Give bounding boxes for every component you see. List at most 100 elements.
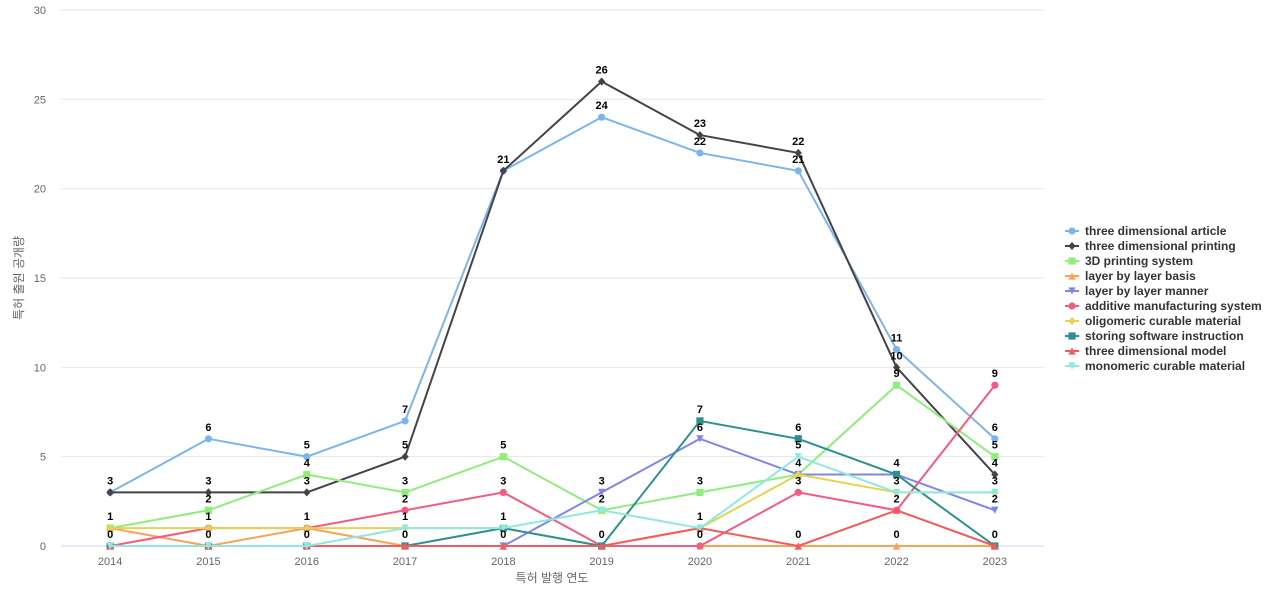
legend-item[interactable]: oligomeric curable material (1065, 314, 1241, 328)
legend-item[interactable]: layer by layer basis (1065, 269, 1196, 283)
data-point[interactable] (598, 488, 606, 496)
data-point[interactable] (794, 148, 802, 158)
data-point[interactable] (696, 524, 704, 532)
data-point[interactable] (303, 524, 311, 533)
data-point[interactable] (106, 488, 114, 497)
data-label: 26 (596, 64, 608, 76)
data-point[interactable] (598, 506, 606, 514)
data-point[interactable] (401, 524, 409, 532)
legend-item[interactable]: three dimensional article (1065, 224, 1227, 238)
data-point[interactable] (794, 470, 802, 479)
data-point[interactable] (499, 453, 507, 461)
data-point[interactable] (892, 470, 901, 479)
data-point[interactable] (794, 488, 802, 496)
data-point[interactable] (696, 417, 704, 425)
data-point[interactable] (598, 77, 606, 86)
data-point[interactable] (892, 363, 901, 372)
data-label: 5 (500, 440, 506, 452)
x-tick-label: 2020 (688, 556, 712, 568)
series-line[interactable] (109, 384, 996, 530)
data-point[interactable] (991, 506, 999, 514)
series-line[interactable] (109, 116, 996, 494)
data-point[interactable] (892, 542, 901, 550)
data-point[interactable] (401, 452, 409, 461)
series-5 (106, 381, 999, 550)
data-point[interactable] (401, 417, 409, 425)
legend-item[interactable]: 3D printing system (1065, 254, 1193, 268)
data-point[interactable] (892, 345, 901, 354)
legend-marker[interactable] (1068, 227, 1076, 235)
data-point[interactable] (204, 542, 213, 550)
data-label: 7 (697, 404, 703, 416)
legend-marker[interactable] (1068, 332, 1076, 340)
data-point[interactable] (401, 506, 409, 514)
legend-marker[interactable] (1068, 362, 1076, 370)
data-label: 0 (599, 529, 605, 541)
data-point[interactable] (598, 113, 606, 121)
data-point[interactable] (401, 542, 409, 550)
data-labels: 3106321054310753210215310262432023227631… (107, 64, 999, 541)
data-point[interactable] (499, 166, 507, 175)
data-point[interactable] (991, 435, 999, 443)
data-point[interactable] (598, 542, 606, 550)
data-point[interactable] (794, 167, 802, 175)
series-1 (106, 77, 999, 497)
data-point[interactable] (892, 506, 901, 514)
data-label: 3 (304, 475, 310, 487)
data-point[interactable] (696, 435, 704, 443)
data-point[interactable] (106, 524, 114, 533)
data-point[interactable] (991, 453, 999, 461)
series-line[interactable] (109, 455, 996, 547)
data-point[interactable] (303, 470, 311, 479)
data-point[interactable] (696, 542, 704, 550)
data-point[interactable] (204, 435, 213, 443)
data-point[interactable] (991, 381, 999, 389)
data-point[interactable] (401, 488, 409, 496)
data-label: 11 (891, 332, 903, 344)
data-point[interactable] (204, 488, 213, 497)
data-point[interactable] (892, 488, 901, 496)
data-point[interactable] (794, 542, 802, 550)
data-point[interactable] (794, 435, 802, 443)
data-label: 6 (992, 422, 998, 434)
legend-item[interactable]: monomeric curable material (1065, 359, 1245, 373)
legend-item[interactable]: three dimensional model (1065, 344, 1226, 358)
legend-marker[interactable] (1068, 272, 1076, 280)
data-point[interactable] (794, 453, 802, 461)
data-point[interactable] (696, 130, 704, 140)
data-label: 0 (402, 529, 408, 541)
legend-item[interactable]: layer by layer manner (1065, 284, 1209, 298)
legend-label: three dimensional printing (1085, 239, 1236, 253)
x-tick-label: 2016 (295, 556, 319, 568)
legend-marker[interactable] (1068, 241, 1076, 251)
data-point[interactable] (991, 470, 999, 479)
data-label: 2 (402, 493, 408, 505)
series-line[interactable] (109, 473, 996, 547)
data-point[interactable] (696, 149, 704, 157)
data-point[interactable] (204, 506, 213, 514)
data-point[interactable] (499, 524, 507, 532)
data-point[interactable] (303, 542, 311, 550)
legend-item[interactable]: storing software instruction (1065, 329, 1244, 343)
data-point[interactable] (696, 488, 704, 496)
data-point[interactable] (303, 453, 311, 461)
data-point[interactable] (499, 542, 507, 550)
legend-marker[interactable] (1068, 302, 1076, 310)
data-label: 3 (107, 475, 113, 487)
data-point[interactable] (204, 524, 213, 533)
data-point[interactable] (106, 542, 114, 550)
legend-marker[interactable] (1068, 287, 1076, 295)
legend-item[interactable]: three dimensional printing (1065, 239, 1236, 253)
data-point[interactable] (499, 488, 507, 496)
legend-marker[interactable] (1068, 257, 1076, 265)
legend-label: 3D printing system (1085, 254, 1193, 268)
legend-marker[interactable] (1068, 316, 1076, 326)
legend-item[interactable]: additive manufacturing system (1065, 299, 1262, 313)
data-point[interactable] (991, 542, 999, 550)
data-point[interactable] (303, 488, 311, 497)
data-point[interactable] (892, 381, 901, 389)
data-point[interactable] (991, 488, 999, 496)
legend-marker[interactable] (1068, 347, 1076, 355)
